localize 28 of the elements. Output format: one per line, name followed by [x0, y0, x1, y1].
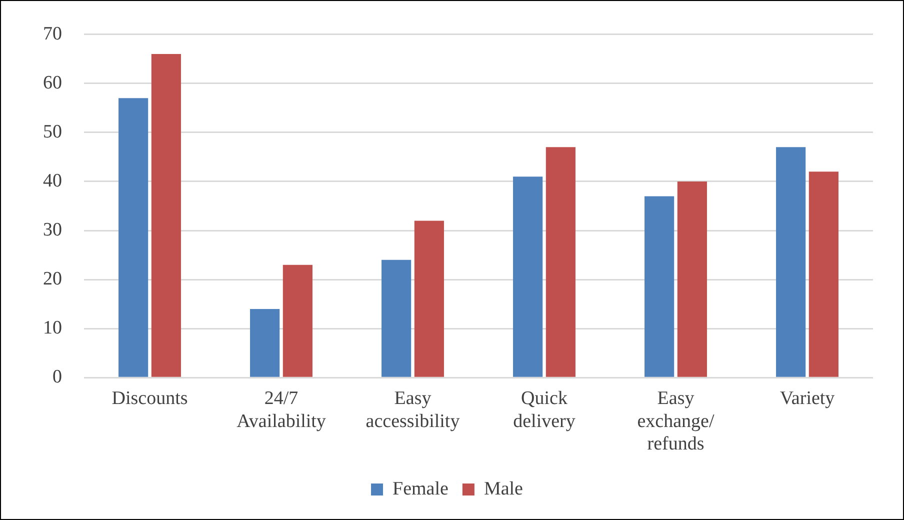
- x-tick-label: Easy accessibility: [366, 388, 460, 432]
- y-tick-label: 60: [43, 72, 62, 94]
- bar: [151, 54, 181, 377]
- bar: [282, 264, 312, 377]
- bar: [382, 260, 412, 377]
- y-tick-label: 40: [43, 170, 62, 192]
- bar: [250, 308, 280, 377]
- x-tick-label: Variety: [780, 388, 836, 409]
- bar: [808, 172, 838, 377]
- legend-label: Male: [484, 478, 523, 500]
- y-tick-label: 20: [43, 268, 62, 290]
- bar: [546, 147, 576, 377]
- y-tick-label: 10: [43, 318, 62, 339]
- bar: [776, 147, 806, 377]
- bar: [118, 98, 148, 377]
- y-tick-label: 0: [52, 366, 62, 388]
- x-tick-label: 24/7 Availability: [236, 388, 326, 432]
- bar: [644, 196, 674, 377]
- bar: [677, 181, 707, 377]
- y-tick-label: 30: [43, 220, 62, 240]
- x-tick-label: Quick delivery: [513, 388, 576, 432]
- x-tick-label: Discounts: [112, 388, 188, 409]
- y-tick-label: 70: [43, 23, 62, 44]
- bar: [513, 176, 543, 377]
- y-tick-label: 50: [43, 121, 62, 142]
- bar: [414, 220, 444, 377]
- legend-label: Female: [392, 478, 448, 500]
- x-tick-label: Easy exchange/ refunds: [637, 388, 715, 455]
